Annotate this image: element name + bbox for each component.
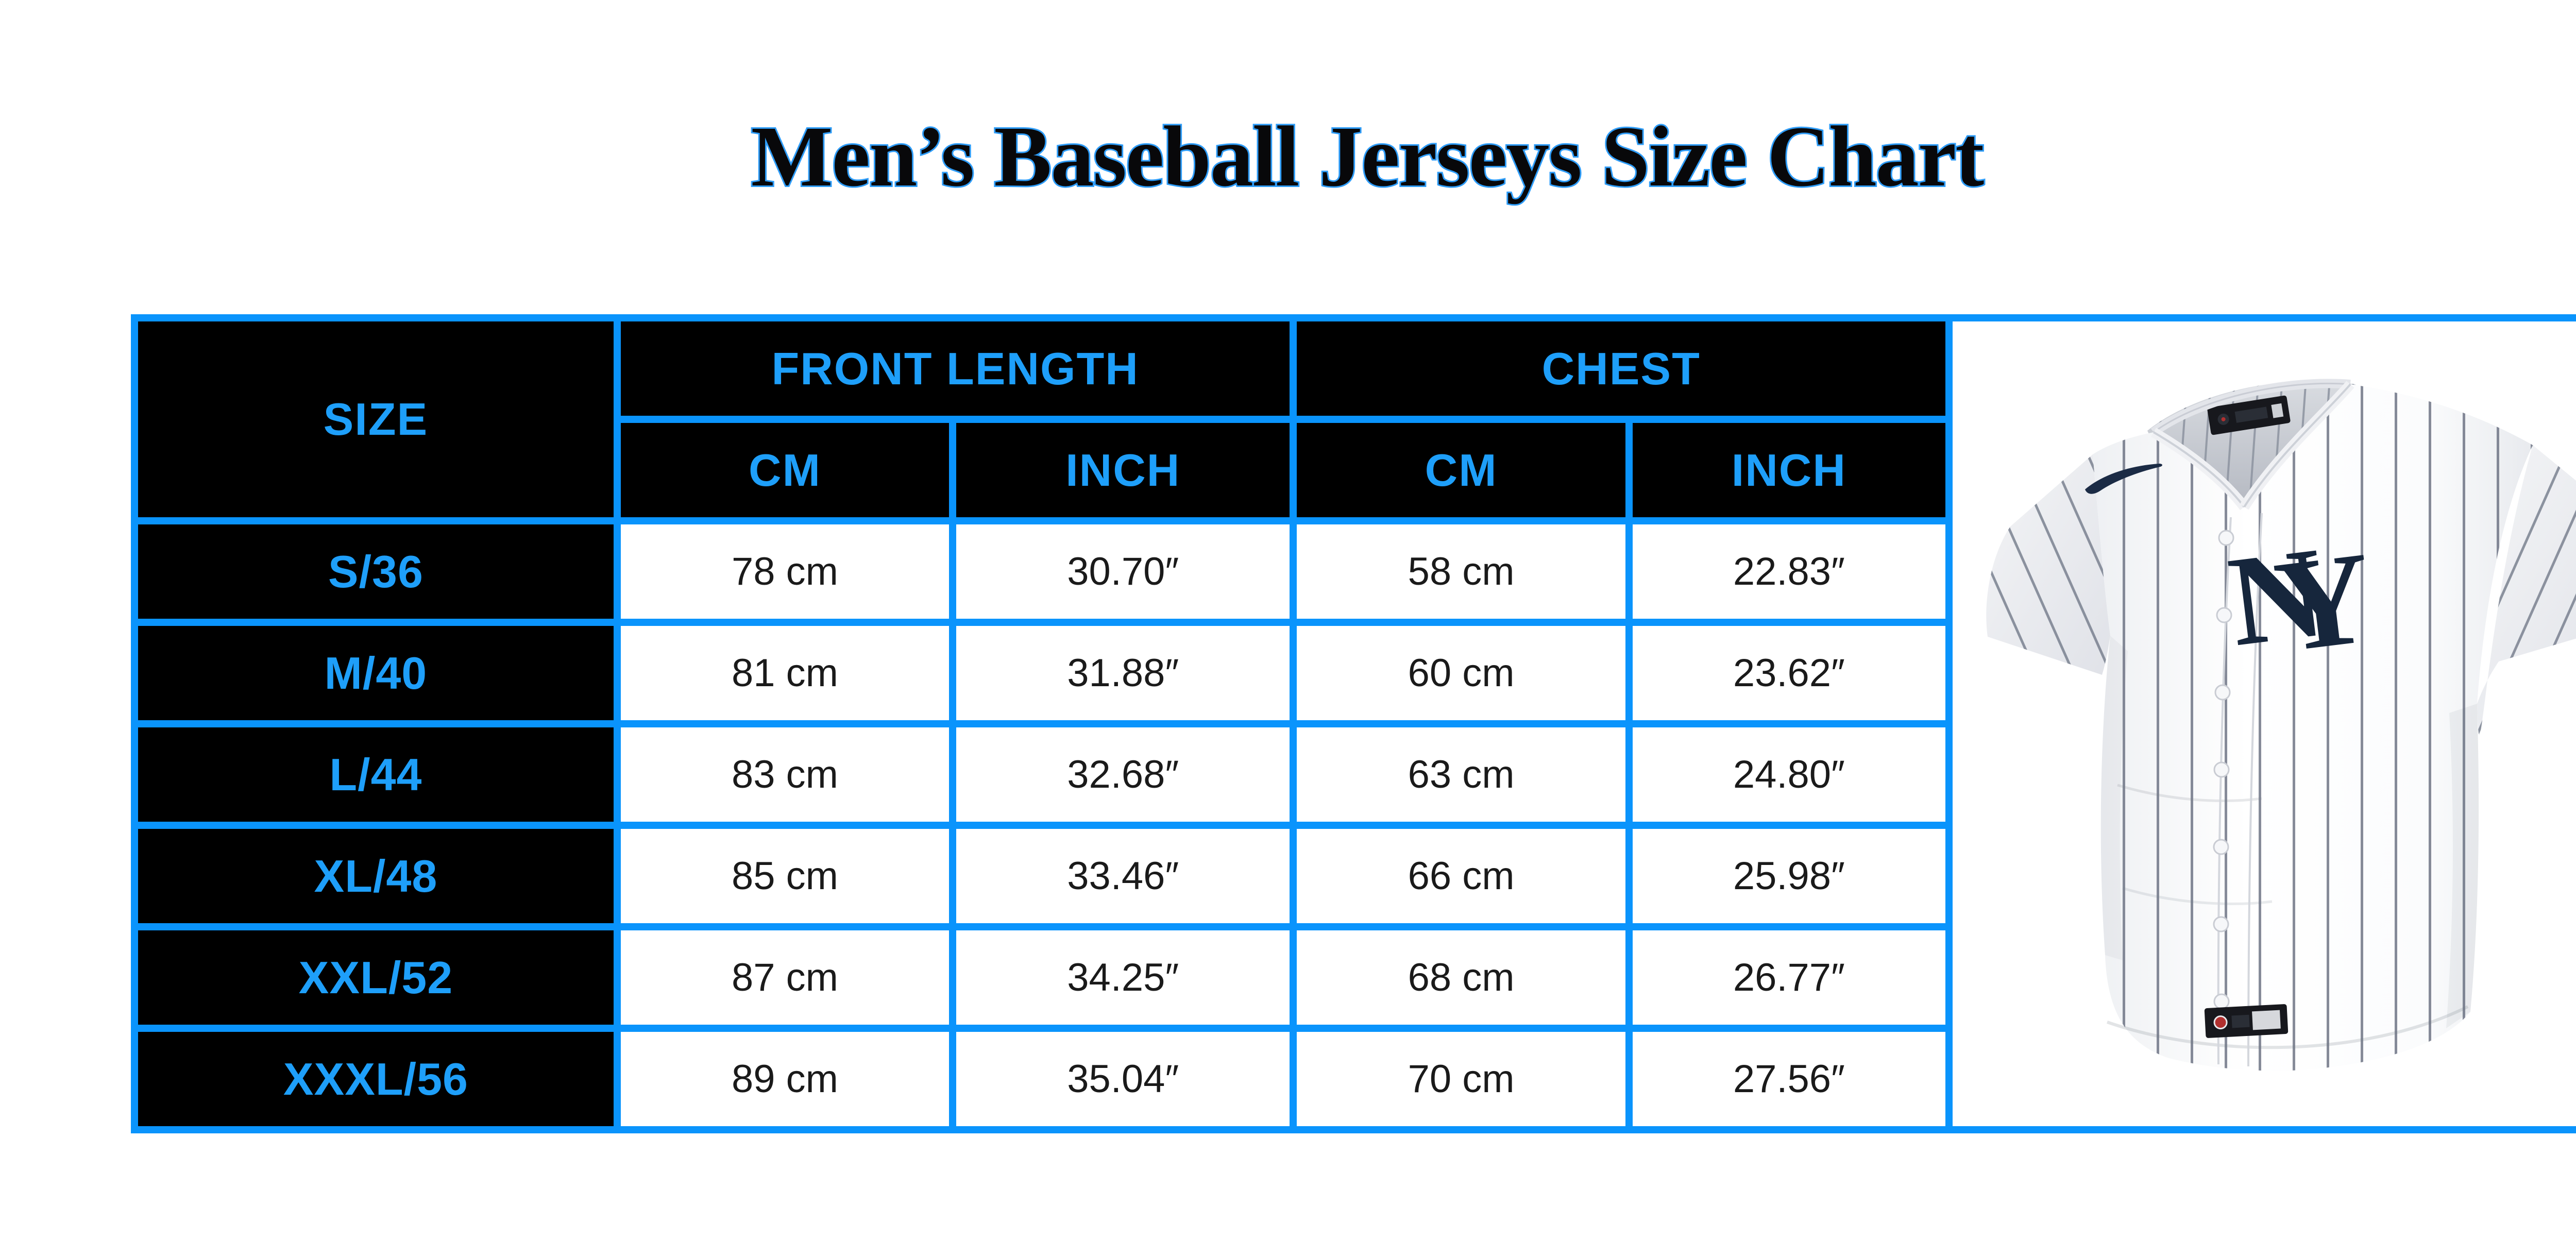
chest-inch-cell: 22.83″ xyxy=(1625,517,1953,626)
jersey-photo-panel: N Y xyxy=(1953,314,2576,1133)
table-row: XXL/52 87 cm 34.25″ 68 cm 26.77″ xyxy=(131,923,1953,1032)
chest-inch-cell: 25.98″ xyxy=(1625,822,1953,930)
jersey-collar xyxy=(2150,379,2354,511)
header-front-cm: CM xyxy=(613,416,957,524)
size-chart-content: SIZE FRONT LENGTH CHEST CM INCH CM INCH … xyxy=(131,314,2576,1133)
chest-cm-cell: 60 cm xyxy=(1290,619,1633,727)
header-chest-cm: CM xyxy=(1290,416,1633,524)
jersey-illustration: N Y xyxy=(1986,379,2576,1071)
table-row: S/36 78 cm 30.70″ 58 cm 22.83″ xyxy=(131,517,1953,626)
page-title: Men’s Baseball Jerseys Size Chart xyxy=(750,108,1986,206)
front-length-cm-cell: 85 cm xyxy=(613,822,957,930)
ny-monogram-y: Y xyxy=(2268,524,2380,680)
size-cell: XXXL/56 xyxy=(131,1025,621,1133)
jersey-placket xyxy=(2213,513,2263,1067)
size-cell: XL/48 xyxy=(131,822,621,930)
jersey-torso xyxy=(2093,384,2533,1071)
front-length-inch-cell: 33.46″ xyxy=(949,822,1297,930)
chest-inch-cell: 27.56″ xyxy=(1625,1025,1953,1133)
table-row: XL/48 85 cm 33.46″ 66 cm 25.98″ xyxy=(131,822,1953,930)
neck-tag xyxy=(2207,395,2291,435)
front-length-cm-cell: 81 cm xyxy=(613,619,957,727)
chest-cm-cell: 63 cm xyxy=(1290,720,1633,829)
header-size: SIZE xyxy=(131,314,621,524)
table-row: L/44 83 cm 32.68″ 63 cm 24.80″ xyxy=(131,720,1953,829)
size-cell: XXL/52 xyxy=(131,923,621,1032)
front-length-inch-cell: 32.68″ xyxy=(949,720,1297,829)
header-front-inch: INCH xyxy=(949,416,1297,524)
chest-cm-cell: 66 cm xyxy=(1290,822,1633,930)
front-length-cm-cell: 78 cm xyxy=(613,517,957,626)
ny-monogram-n: N xyxy=(2222,520,2331,673)
front-length-inch-cell: 35.04″ xyxy=(949,1025,1297,1133)
jock-tag xyxy=(2204,1004,2289,1038)
size-cell: L/44 xyxy=(131,720,621,829)
front-length-cm-cell: 87 cm xyxy=(613,923,957,1032)
front-length-cm-cell: 83 cm xyxy=(613,720,957,829)
chest-cm-cell: 70 cm xyxy=(1290,1025,1633,1133)
chest-inch-cell: 26.77″ xyxy=(1625,923,1953,1032)
table-row: XXXL/56 89 cm 35.04″ 70 cm 27.56″ xyxy=(131,1025,1953,1133)
size-cell: S/36 xyxy=(131,517,621,626)
front-length-cm-cell: 89 cm xyxy=(613,1025,957,1133)
ny-monogram: N Y xyxy=(2222,520,2380,680)
header-front-length: FRONT LENGTH xyxy=(613,314,1297,423)
jersey-buttons xyxy=(2213,530,2234,1010)
front-length-inch-cell: 34.25″ xyxy=(949,923,1297,1032)
chest-cm-cell: 68 cm xyxy=(1290,923,1633,1032)
size-cell: M/40 xyxy=(131,619,621,727)
header-chest: CHEST xyxy=(1290,314,1953,423)
chest-cm-cell: 58 cm xyxy=(1290,517,1633,626)
front-length-inch-cell: 30.70″ xyxy=(949,517,1297,626)
chest-inch-cell: 24.80″ xyxy=(1625,720,1953,829)
size-table: SIZE FRONT LENGTH CHEST CM INCH CM INCH … xyxy=(131,314,1953,1133)
chest-inch-cell: 23.62″ xyxy=(1625,619,1953,727)
front-length-inch-cell: 31.88″ xyxy=(949,619,1297,727)
nike-swoosh-icon xyxy=(2085,464,2162,494)
header-chest-inch: INCH xyxy=(1625,416,1953,524)
table-row: M/40 81 cm 31.88″ 60 cm 23.62″ xyxy=(131,619,1953,727)
